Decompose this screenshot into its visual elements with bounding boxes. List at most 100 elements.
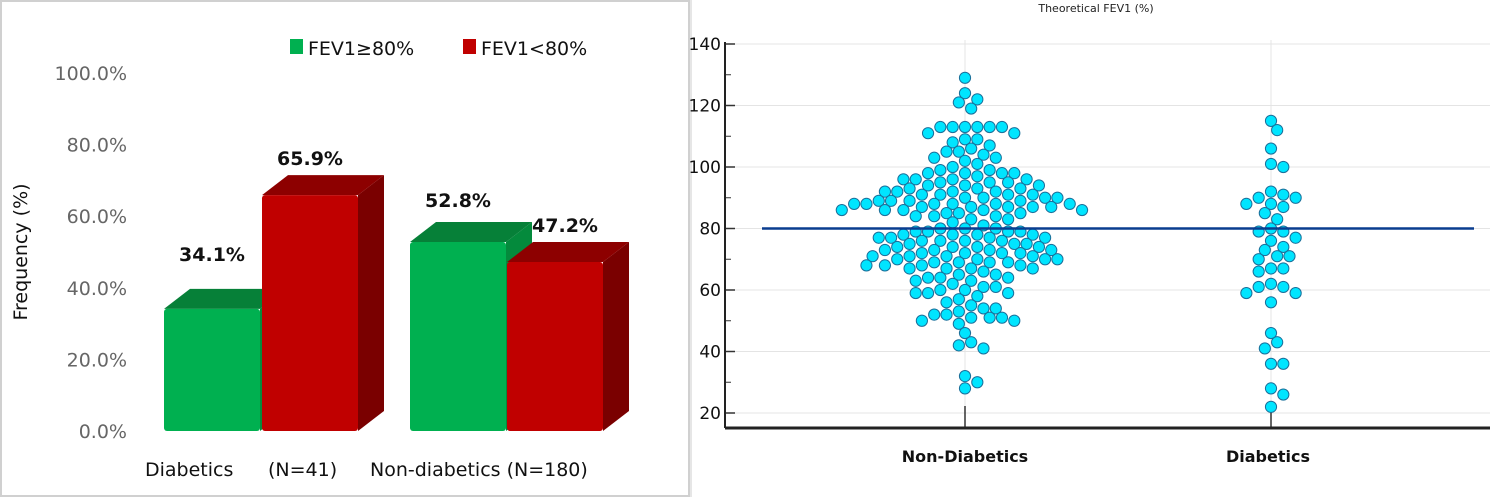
- data-point: [977, 302, 990, 315]
- bar-top: [164, 288, 286, 309]
- data-point: [928, 197, 941, 210]
- data-point: [921, 271, 935, 284]
- data-point: [1264, 400, 1278, 413]
- data-point: [977, 191, 990, 204]
- data-point: [958, 370, 972, 383]
- data-point: [860, 197, 873, 210]
- y-tick-label: 80: [699, 220, 721, 240]
- bar-top: [262, 175, 384, 196]
- data-point: [995, 167, 1009, 180]
- data-point: [971, 182, 984, 195]
- data-point: [909, 210, 922, 223]
- bar-top: [410, 221, 532, 242]
- data-point: [952, 256, 965, 269]
- data-point: [958, 283, 972, 297]
- data-point: [952, 317, 965, 330]
- data-point: [1277, 200, 1290, 214]
- data-point: [915, 259, 928, 272]
- data-point: [866, 250, 879, 263]
- data-point: [995, 120, 1009, 134]
- data-point: [1075, 203, 1089, 217]
- data-point: [1002, 200, 1015, 214]
- data-point: [1002, 256, 1015, 269]
- x-tick-label: Diabetics: [1226, 447, 1310, 466]
- data-point: [903, 237, 916, 250]
- y-tick-label: 100: [690, 158, 721, 178]
- data-point: [1026, 262, 1039, 275]
- data-point: [1252, 253, 1265, 266]
- data-point: [878, 203, 892, 217]
- data-point: [884, 231, 898, 244]
- bar-chart-panel: 0.0% 20.0% 40.0% 60.0% 80.0% 100.0% Frequency…: [0, 0, 690, 497]
- data-point: [977, 342, 990, 355]
- data-point: [915, 314, 928, 327]
- data-point: [995, 247, 1009, 260]
- data-point: [958, 71, 972, 84]
- data-point: [1271, 250, 1284, 263]
- data-point: [1264, 157, 1278, 171]
- data-point: [989, 280, 1002, 294]
- data-point: [1051, 253, 1064, 266]
- data-point: [971, 157, 984, 171]
- data-point: [958, 167, 972, 180]
- data-point: [1289, 286, 1302, 300]
- data-point: [1258, 207, 1271, 220]
- data-point: [915, 188, 928, 201]
- data-point: [921, 286, 935, 300]
- bar: [410, 241, 506, 431]
- data-point: [1258, 342, 1271, 355]
- data-point: [940, 250, 953, 263]
- data-point: [1264, 142, 1278, 155]
- data-point: [1045, 200, 1058, 214]
- y-tick-label: 100.0%: [55, 63, 127, 85]
- data-point: [958, 382, 972, 395]
- data-point: [983, 139, 996, 152]
- data-point: [835, 203, 848, 217]
- data-point: [1271, 336, 1284, 349]
- data-point: [965, 274, 978, 287]
- data-point: [965, 102, 978, 115]
- data-point: [965, 142, 978, 155]
- bar: [262, 195, 358, 431]
- data-point: [934, 176, 947, 189]
- data-point: [1026, 188, 1039, 201]
- data-point: [952, 305, 965, 318]
- data-point: [952, 207, 965, 220]
- data-point: [946, 197, 959, 210]
- data-point: [971, 133, 984, 146]
- data-point: [1008, 237, 1021, 250]
- chart-title: Theoretical FEV1 (%): [1037, 2, 1153, 15]
- legend: FEV1≥80% FEV1<80%: [290, 38, 587, 60]
- data-point: [958, 247, 972, 260]
- data-label: 34.1%: [179, 244, 245, 266]
- data-point: [1264, 114, 1278, 127]
- data-point: [965, 213, 978, 226]
- legend-label: FEV1≥80%: [308, 38, 414, 60]
- data-point: [983, 163, 996, 177]
- data-point: [1038, 191, 1052, 204]
- data-point: [897, 173, 910, 186]
- data-point: [1051, 191, 1064, 204]
- data-point: [1252, 280, 1265, 294]
- data-point: [946, 173, 959, 186]
- data-point: [1264, 185, 1278, 198]
- data-point: [946, 228, 959, 241]
- x-tick-label: Non-diabetics (N=180): [370, 459, 588, 481]
- data-point: [1014, 247, 1027, 260]
- data-point: [934, 283, 947, 297]
- data-point: [989, 210, 1002, 223]
- bar-top: [507, 242, 629, 263]
- bar: [507, 262, 603, 431]
- data-point: [965, 200, 978, 214]
- data-point: [1289, 231, 1302, 244]
- data-point: [983, 243, 996, 257]
- data-point: [971, 240, 984, 254]
- data-point: [1277, 388, 1290, 401]
- data-point: [946, 185, 959, 198]
- data-point: [909, 286, 922, 300]
- data-point: [934, 120, 947, 134]
- data-point: [1252, 191, 1265, 204]
- data-point: [1258, 243, 1271, 257]
- data-point: [897, 203, 910, 217]
- data-point: [971, 120, 984, 134]
